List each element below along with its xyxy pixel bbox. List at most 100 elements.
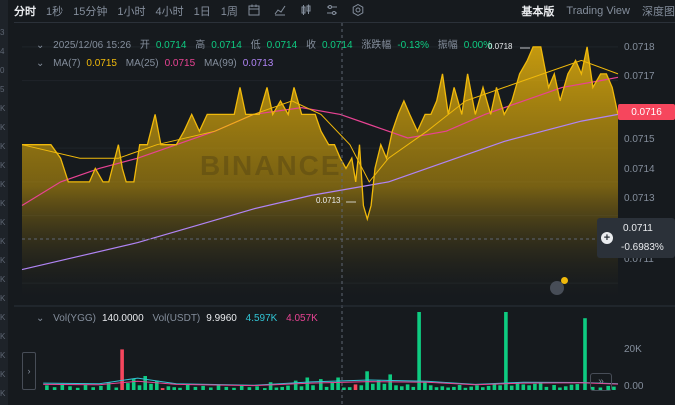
volume-bar xyxy=(481,387,485,390)
timeframe-4h[interactable]: 4小时 xyxy=(155,6,184,18)
edge-glyph: K xyxy=(0,180,6,189)
edge-glyph: K xyxy=(0,218,6,227)
volume-bar xyxy=(504,312,508,390)
edge-glyph: K xyxy=(0,294,6,303)
chevron-icon[interactable]: ⌄ xyxy=(36,58,45,69)
vol-ygg-label: Vol(YGG) xyxy=(53,313,96,324)
volume-bar xyxy=(492,383,497,390)
event-marker-icon[interactable] xyxy=(550,277,568,295)
volume-bar xyxy=(274,387,279,390)
volume-bar xyxy=(353,384,358,390)
ohlc-legend: ⌄ 2025/12/06 15:26 开 0.0714 高 0.0714 低 0.07… xyxy=(36,36,498,51)
volume-bar xyxy=(405,384,410,390)
edge-glyph: 5 xyxy=(0,85,5,94)
volume-bar xyxy=(324,386,329,390)
volume-ma-b-line xyxy=(43,380,619,387)
ma99-value: 0.0713 xyxy=(242,58,274,69)
timeframe-1h[interactable]: 1小时 xyxy=(117,6,146,18)
volume-bar xyxy=(440,386,445,390)
volume-bar xyxy=(155,380,159,390)
price-line xyxy=(22,46,619,222)
volume-bar xyxy=(423,382,427,390)
price-tick: 0.0714 xyxy=(624,164,655,175)
volume-bar xyxy=(452,386,456,390)
view-tradingview[interactable]: Trading View xyxy=(566,5,630,17)
volume-bar xyxy=(255,386,259,390)
volume-bar xyxy=(475,385,479,390)
volume-bar xyxy=(417,312,421,390)
volume-bar xyxy=(106,382,111,390)
view-depth[interactable]: 深度图 xyxy=(642,6,675,18)
volume-bar xyxy=(224,386,229,390)
edge-glyph: K xyxy=(0,275,6,284)
chevron-icon[interactable]: ⌄ xyxy=(36,40,45,51)
chart-line-icon[interactable] xyxy=(274,4,286,19)
volume-ma-a-line xyxy=(43,377,619,386)
volume-bar xyxy=(400,386,404,390)
volume-bar xyxy=(342,387,346,390)
amplitude-value: 0.00% xyxy=(463,40,493,51)
edge-glyph: K xyxy=(0,199,6,208)
volume-bar xyxy=(382,383,387,390)
chevron-icon[interactable]: ⌄ xyxy=(36,313,45,324)
edge-glyph: K xyxy=(0,370,6,379)
volume-bar xyxy=(509,385,514,390)
volume-bar xyxy=(185,384,190,390)
volume-bar xyxy=(469,386,473,390)
calendar-icon[interactable] xyxy=(248,4,260,19)
edge-glyph: K xyxy=(0,104,6,113)
volume-bar xyxy=(376,380,381,390)
volume-bar xyxy=(239,384,244,390)
volume-bar xyxy=(434,387,439,390)
volume-bar xyxy=(498,385,502,390)
volume-bar xyxy=(463,387,468,390)
settings-icon[interactable] xyxy=(352,3,364,19)
volume-bar xyxy=(538,383,543,390)
price-tick: 0.0715 xyxy=(624,134,655,145)
volume-bar xyxy=(521,384,526,390)
volume-bar xyxy=(347,387,352,390)
view-basic[interactable]: 基本版 xyxy=(521,6,555,18)
ma99-label: MA(99) xyxy=(203,58,237,69)
volume-bar xyxy=(411,386,416,390)
crosshair-price-tag[interactable]: + 0.0711 -0.6983% xyxy=(597,218,675,258)
add-alert-icon[interactable]: + xyxy=(601,232,613,244)
volume-bar xyxy=(178,387,182,390)
price-tick: 0.0713 xyxy=(624,193,655,204)
volume-bars xyxy=(45,312,616,390)
edge-glyph: K xyxy=(0,256,6,265)
volume-bar xyxy=(365,371,369,390)
crosshair-change: -0.6983% xyxy=(621,242,664,253)
candles-icon[interactable] xyxy=(300,4,312,19)
timeframe-1d[interactable]: 1日 xyxy=(193,6,211,18)
timeframe-time[interactable]: 分时 xyxy=(14,6,36,18)
sliders-icon[interactable] xyxy=(326,4,338,19)
volume-bar xyxy=(583,318,587,390)
change-value: -0.13% xyxy=(397,40,429,51)
edge-glyph: K xyxy=(0,389,6,398)
open-label: 开 xyxy=(139,40,150,51)
volume-bar xyxy=(299,386,304,390)
timeframe-1s[interactable]: 1秒 xyxy=(46,6,64,18)
low-value: 0.0714 xyxy=(266,40,298,51)
timeframe-1w[interactable]: 1周 xyxy=(220,6,238,18)
high-annotation: 0.0718 xyxy=(488,42,513,51)
volume-tick: 20K xyxy=(624,344,642,355)
scroll-to-latest-button[interactable]: » xyxy=(590,373,612,391)
timeframe-15m[interactable]: 15分钟 xyxy=(73,6,108,18)
edge-glyph: K xyxy=(0,351,6,360)
volume-bar xyxy=(137,385,142,390)
volume-bar xyxy=(515,382,520,390)
volume-bar xyxy=(160,388,165,390)
volume-bar xyxy=(552,385,556,390)
volume-bar xyxy=(193,386,198,390)
volume-bar xyxy=(131,379,136,390)
price-tick: 0.0717 xyxy=(624,71,655,82)
collapse-left-button[interactable]: › xyxy=(22,352,36,390)
volume-bar xyxy=(330,382,335,390)
volume-bar xyxy=(172,387,176,390)
legend-date: 2025/12/06 15:26 xyxy=(53,40,132,51)
vol-ygg-value: 140.0000 xyxy=(101,313,144,324)
ma99-line xyxy=(21,113,619,271)
